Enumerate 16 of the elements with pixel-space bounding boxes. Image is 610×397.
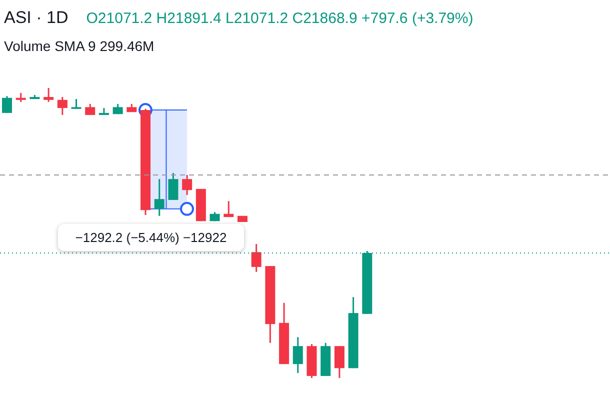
chart-title: ASI · 1D xyxy=(4,8,68,27)
candlestick xyxy=(182,174,192,196)
text: Volume SMA 9 299.46M xyxy=(4,38,154,54)
candlestick xyxy=(71,98,82,110)
candlestick xyxy=(85,103,96,116)
candlestick xyxy=(57,96,68,116)
candlestick xyxy=(168,172,178,201)
candlestick xyxy=(334,345,344,378)
candlestick xyxy=(224,200,234,218)
candlestick xyxy=(2,95,12,114)
candlestick xyxy=(251,243,262,273)
chart-subtitle: O21071.2 H21891.4 L21071.2 C21868.9 +797.6 (+3.79%) xyxy=(86,10,474,27)
annotation: −1292.2 (−5.44%) −12922 xyxy=(58,224,244,251)
candlestick xyxy=(154,178,164,217)
candlestick xyxy=(292,336,303,374)
candlestick xyxy=(44,88,54,103)
